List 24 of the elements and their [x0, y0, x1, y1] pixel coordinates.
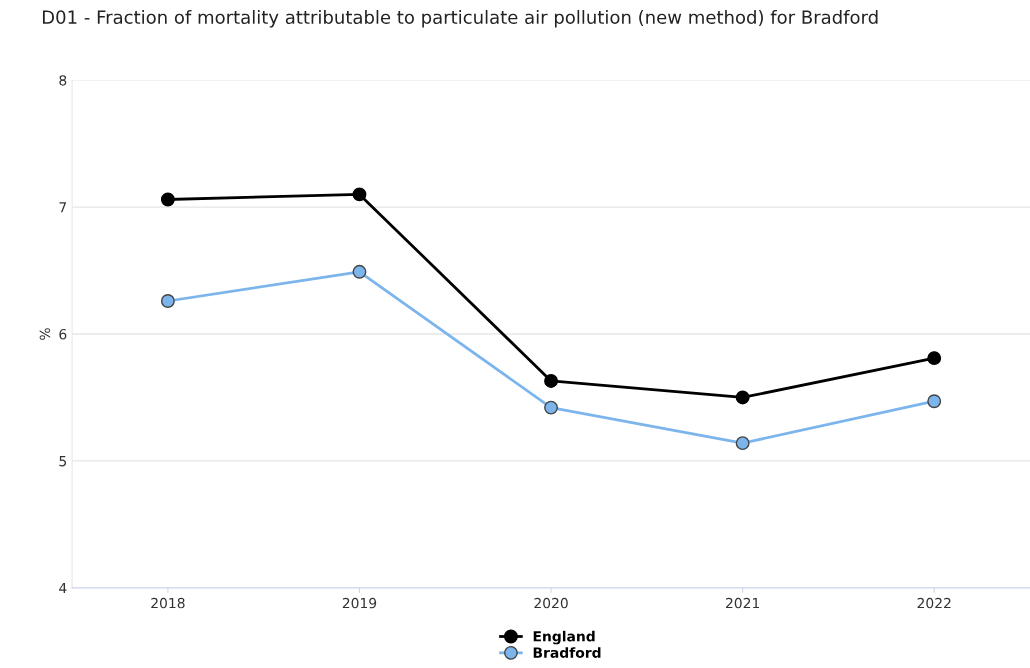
point [927, 394, 942, 409]
point [160, 294, 175, 308]
point [544, 400, 558, 415]
point [735, 436, 750, 451]
y-tick-label: 8 [59, 75, 67, 86]
y-tick-label: 6 [59, 328, 67, 340]
x-tick-label: 2019 [342, 597, 377, 609]
y-tick-label: 5 [59, 456, 67, 467]
y-tick-label: 4 [59, 582, 67, 594]
point [352, 264, 367, 279]
x-tick-label: 2018 [151, 597, 185, 609]
y-tick-label: 7 [59, 202, 67, 213]
x-tick-label: 2022 [917, 597, 951, 609]
x-tick-label: 2020 [534, 597, 568, 609]
point [160, 192, 175, 207]
point [544, 374, 558, 388]
x-tick-label: 2021 [725, 597, 760, 609]
point [352, 187, 367, 202]
point [927, 351, 942, 366]
y-axis-title: % [39, 328, 51, 340]
legend-label: England [533, 630, 595, 645]
legend-label: Bradford [533, 647, 601, 658]
point [735, 390, 750, 405]
chart-title: D01 - Fraction of mortality attributable to particulate air pollution (new method) for Bradford [42, 10, 878, 28]
